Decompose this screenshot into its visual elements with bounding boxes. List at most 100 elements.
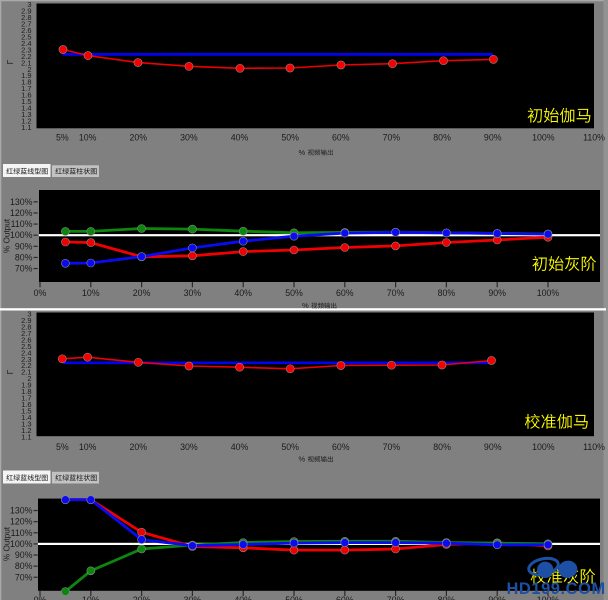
svg-text:3: 3 [27, 0, 31, 9]
svg-text:60%: 60% [336, 288, 354, 298]
svg-text:1.9: 1.9 [21, 381, 31, 390]
svg-text:10%: 10% [79, 442, 97, 452]
svg-text:50%: 50% [281, 133, 299, 143]
svg-text:90%: 90% [15, 241, 33, 251]
svg-text:1.8: 1.8 [21, 78, 31, 87]
svg-text:3: 3 [27, 310, 31, 319]
svg-text:2.8: 2.8 [21, 322, 31, 331]
svg-text:120%: 120% [10, 517, 33, 527]
svg-text:50%: 50% [285, 288, 303, 298]
svg-text:90%: 90% [488, 288, 506, 298]
svg-text:5%: 5% [56, 442, 69, 452]
svg-text:2.7: 2.7 [21, 20, 31, 29]
svg-text:1.7: 1.7 [21, 394, 31, 403]
svg-text:80%: 80% [438, 288, 456, 298]
svg-text:1.1: 1.1 [21, 123, 31, 132]
svg-text:2.3: 2.3 [21, 45, 31, 54]
svg-text:90%: 90% [488, 595, 506, 600]
svg-text:2.2: 2.2 [21, 52, 31, 61]
svg-text:2.5: 2.5 [21, 32, 31, 41]
svg-text:10%: 10% [82, 288, 100, 298]
svg-text:40%: 40% [234, 595, 252, 600]
svg-text:60%: 60% [332, 133, 350, 143]
svg-text:1.1: 1.1 [21, 432, 31, 441]
svg-text:1.5: 1.5 [21, 407, 31, 416]
svg-text:2.3: 2.3 [21, 355, 31, 364]
svg-text:120%: 120% [10, 208, 33, 218]
svg-text:110%: 110% [583, 133, 605, 143]
svg-text:2.9: 2.9 [21, 316, 31, 325]
svg-text:2.4: 2.4 [21, 39, 31, 48]
svg-text:20%: 20% [133, 288, 151, 298]
svg-text:70%: 70% [387, 595, 405, 600]
svg-text:100%: 100% [537, 595, 560, 600]
svg-text:2.6: 2.6 [21, 26, 31, 35]
svg-text:0%: 0% [34, 288, 47, 298]
svg-text:2: 2 [27, 65, 31, 74]
svg-text:30%: 30% [184, 288, 202, 298]
svg-text:1.6: 1.6 [21, 400, 31, 409]
svg-text:20%: 20% [129, 442, 147, 452]
svg-text:80%: 80% [433, 442, 451, 452]
svg-text:5%: 5% [56, 133, 69, 143]
svg-text:100%: 100% [537, 288, 560, 298]
svg-text:2.7: 2.7 [21, 329, 31, 338]
svg-text:110%: 110% [11, 528, 33, 538]
svg-text:% Output: % Output [2, 218, 11, 253]
svg-text:80%: 80% [433, 133, 451, 143]
svg-text:70%: 70% [387, 288, 405, 298]
svg-text:Γ: Γ [5, 59, 15, 64]
svg-text:1.2: 1.2 [21, 426, 31, 435]
svg-text:2.1: 2.1 [21, 368, 31, 377]
svg-text:1.4: 1.4 [21, 413, 31, 422]
svg-text:90%: 90% [15, 550, 33, 560]
svg-text:90%: 90% [484, 133, 502, 143]
svg-text:110%: 110% [583, 442, 605, 452]
svg-text:2.8: 2.8 [21, 13, 31, 22]
svg-text:1.3: 1.3 [21, 419, 31, 428]
svg-text:1.9: 1.9 [21, 71, 31, 80]
svg-text:70%: 70% [383, 133, 401, 143]
svg-text:50%: 50% [285, 595, 303, 600]
svg-text:40%: 40% [231, 133, 249, 143]
svg-text:0%: 0% [34, 595, 47, 600]
svg-text:30%: 30% [184, 595, 202, 600]
svg-text:10%: 10% [79, 133, 97, 143]
svg-text:2.9: 2.9 [21, 7, 31, 16]
svg-text:2.2: 2.2 [21, 361, 31, 370]
svg-text:2.6: 2.6 [21, 335, 31, 344]
svg-text:60%: 60% [336, 595, 354, 600]
svg-text:70%: 70% [15, 264, 33, 274]
svg-text:10%: 10% [82, 595, 100, 600]
svg-text:2: 2 [27, 374, 31, 383]
svg-text:20%: 20% [129, 133, 147, 143]
svg-text:20%: 20% [133, 595, 151, 600]
svg-text:1.2: 1.2 [21, 117, 31, 126]
svg-text:130%: 130% [10, 197, 33, 207]
svg-text:%: % [299, 455, 306, 464]
svg-text:2.4: 2.4 [21, 348, 31, 357]
svg-text:2.1: 2.1 [21, 58, 31, 67]
svg-text:1.7: 1.7 [21, 84, 31, 93]
svg-text:HD199.COM: HD199.COM [507, 580, 606, 598]
svg-text:80%: 80% [15, 561, 33, 571]
svg-text:1.8: 1.8 [21, 387, 31, 396]
svg-text:70%: 70% [15, 572, 33, 582]
svg-text:1.6: 1.6 [21, 91, 31, 100]
svg-text:1.5: 1.5 [21, 97, 31, 106]
svg-text:1.3: 1.3 [21, 110, 31, 119]
svg-text:100%: 100% [532, 442, 555, 452]
svg-text:70%: 70% [383, 442, 401, 452]
svg-text:100%: 100% [10, 230, 33, 240]
svg-text:30%: 30% [180, 133, 198, 143]
svg-text:%: % [299, 148, 306, 157]
svg-text:100%: 100% [532, 133, 555, 143]
svg-text:110%: 110% [11, 219, 33, 229]
svg-text:%: % [302, 301, 309, 310]
svg-text:60%: 60% [332, 442, 350, 452]
svg-text:1.4: 1.4 [21, 104, 31, 113]
svg-text:2.5: 2.5 [21, 342, 31, 351]
svg-text:% Output: % Output [2, 526, 11, 561]
svg-text:100%: 100% [10, 539, 33, 549]
svg-text:90%: 90% [484, 442, 502, 452]
